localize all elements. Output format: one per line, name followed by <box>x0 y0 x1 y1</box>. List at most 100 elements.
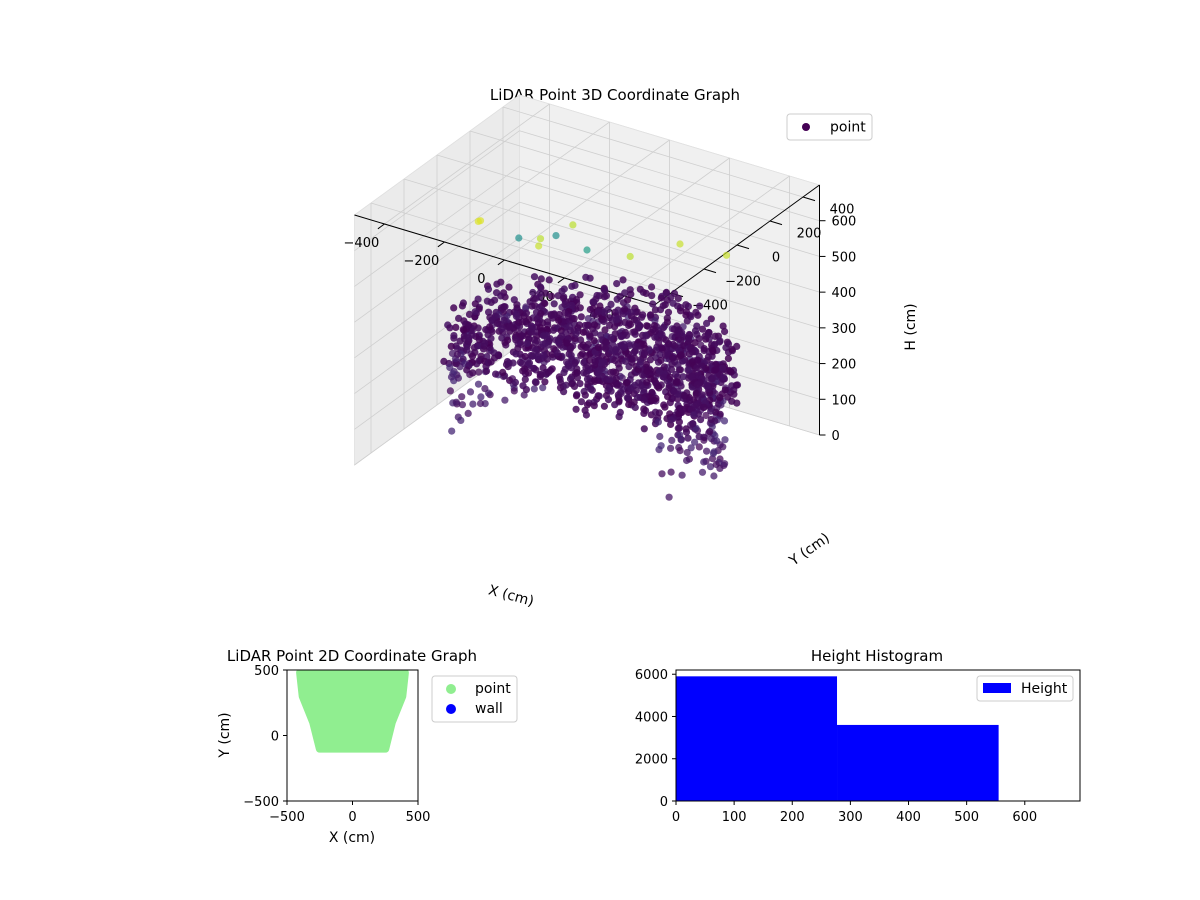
data-point-3d <box>651 327 659 335</box>
data-point-3d <box>456 337 464 345</box>
data-point-3d <box>576 304 584 312</box>
legend-swatch-height <box>983 683 1011 693</box>
data-point-3d <box>640 409 648 417</box>
data-point-3d <box>482 367 491 375</box>
data-point-3d <box>514 344 522 352</box>
data-point-3d <box>590 337 598 345</box>
data-point-3d <box>674 361 682 369</box>
data-point-3d <box>702 411 710 420</box>
data-point-3d <box>666 373 674 381</box>
data-point-3d <box>664 349 672 357</box>
data-point-3d <box>555 316 563 324</box>
data-point-3d <box>658 331 666 339</box>
x-tick-label-3d: −200 <box>404 254 440 269</box>
data-point-3d <box>660 373 668 381</box>
data-point-3d <box>536 324 545 332</box>
data-point-3d <box>691 438 699 446</box>
legend-marker-point-2d <box>446 684 456 694</box>
data-point-3d <box>492 370 500 378</box>
data-point-3d <box>515 234 523 242</box>
data-point-3d <box>559 294 568 302</box>
data-point-3d <box>498 334 506 342</box>
data-point-3d <box>530 385 538 393</box>
data-point-3d <box>530 295 538 303</box>
data-point-3d <box>568 314 576 322</box>
gridline-z <box>354 166 520 287</box>
data-point-3d <box>684 434 692 442</box>
data-point-3d <box>648 283 656 291</box>
data-point-3d <box>697 416 705 424</box>
data-point-3d <box>615 397 623 405</box>
data-point-3d <box>583 401 592 409</box>
data-point-3d <box>642 331 650 339</box>
data-point-3d <box>572 330 580 338</box>
data-point-3d <box>600 309 608 317</box>
data-point-3d <box>582 273 590 281</box>
data-point-3d <box>541 289 550 297</box>
data-point-3d <box>466 388 475 396</box>
data-point-3d <box>536 235 545 243</box>
data-point-3d <box>584 315 592 323</box>
data-point-3d <box>651 306 660 314</box>
data-point-3d <box>475 336 483 344</box>
ticks-2d: −500 0 500 −500 0 500 <box>243 664 430 825</box>
data-point-3d <box>591 357 599 366</box>
x-tick-label-histogram: 300 <box>838 810 863 825</box>
data-point-3d <box>688 373 696 381</box>
data-point-3d <box>698 468 707 476</box>
data-point-3d <box>703 447 711 455</box>
x-tick-label-3d: 0 <box>477 272 485 287</box>
data-point-3d <box>622 379 631 387</box>
data-point-3d <box>643 322 651 330</box>
data-point-3d <box>512 336 520 344</box>
x-tick-label-2d: 0 <box>348 810 356 825</box>
data-point-3d <box>602 339 611 347</box>
z-tick-label-3d: 0 <box>832 429 840 444</box>
legend-label-wall: wall <box>475 701 503 717</box>
data-point-3d <box>614 306 622 314</box>
data-point-3d <box>700 403 708 411</box>
data-point-3d <box>601 344 610 352</box>
data-point-3d <box>665 493 673 501</box>
gridline-y <box>403 178 705 270</box>
chart-title-2d: LiDAR Point 2D Coordinate Graph <box>227 647 477 665</box>
data-point-3d <box>656 432 664 441</box>
data-point-3d <box>463 366 471 374</box>
data-point-3d <box>692 389 700 397</box>
panel-height-histogram: Height Histogram 0 100 200 300 400 500 6000200… <box>635 647 1081 825</box>
gridline-z-wall <box>519 166 820 257</box>
data-point-3d <box>711 332 719 340</box>
data-point-3d <box>481 339 489 347</box>
data-point-3d <box>626 252 634 261</box>
data-point-3d <box>730 390 738 398</box>
data-point-3d <box>587 385 595 393</box>
legend-2d: point wall <box>431 675 518 723</box>
data-point-3d <box>589 304 597 313</box>
data-point-3d <box>691 327 700 335</box>
data-point-3d <box>716 394 724 402</box>
x-tick-3d <box>497 259 505 266</box>
point-cloud-footprint <box>296 670 409 753</box>
data-point-3d <box>727 367 735 375</box>
y-axis-label-3d: Y (cm) <box>786 530 833 570</box>
y-tick-label-3d: 0 <box>772 251 780 266</box>
data-point-3d <box>627 308 635 316</box>
x-tick-label-histogram: 600 <box>1012 810 1037 825</box>
point-cloud <box>440 217 742 501</box>
data-point-3d <box>696 302 704 310</box>
data-point-3d <box>691 339 699 347</box>
data-point-3d <box>545 276 553 284</box>
y-tick-label-3d: −200 <box>725 275 761 290</box>
legend-3d: point <box>786 113 873 141</box>
data-point-3d <box>682 428 691 436</box>
y-tick-label-histogram: 6000 <box>635 668 668 683</box>
data-point-3d <box>501 396 509 404</box>
data-point-3d <box>577 398 586 406</box>
data-point-3d <box>703 319 711 327</box>
data-point-3d <box>505 359 513 367</box>
data-point-3d <box>528 324 536 332</box>
data-point-3d <box>475 368 483 376</box>
gridline-z <box>354 130 520 252</box>
data-point-3d <box>679 373 687 381</box>
data-point-3d <box>583 375 592 383</box>
